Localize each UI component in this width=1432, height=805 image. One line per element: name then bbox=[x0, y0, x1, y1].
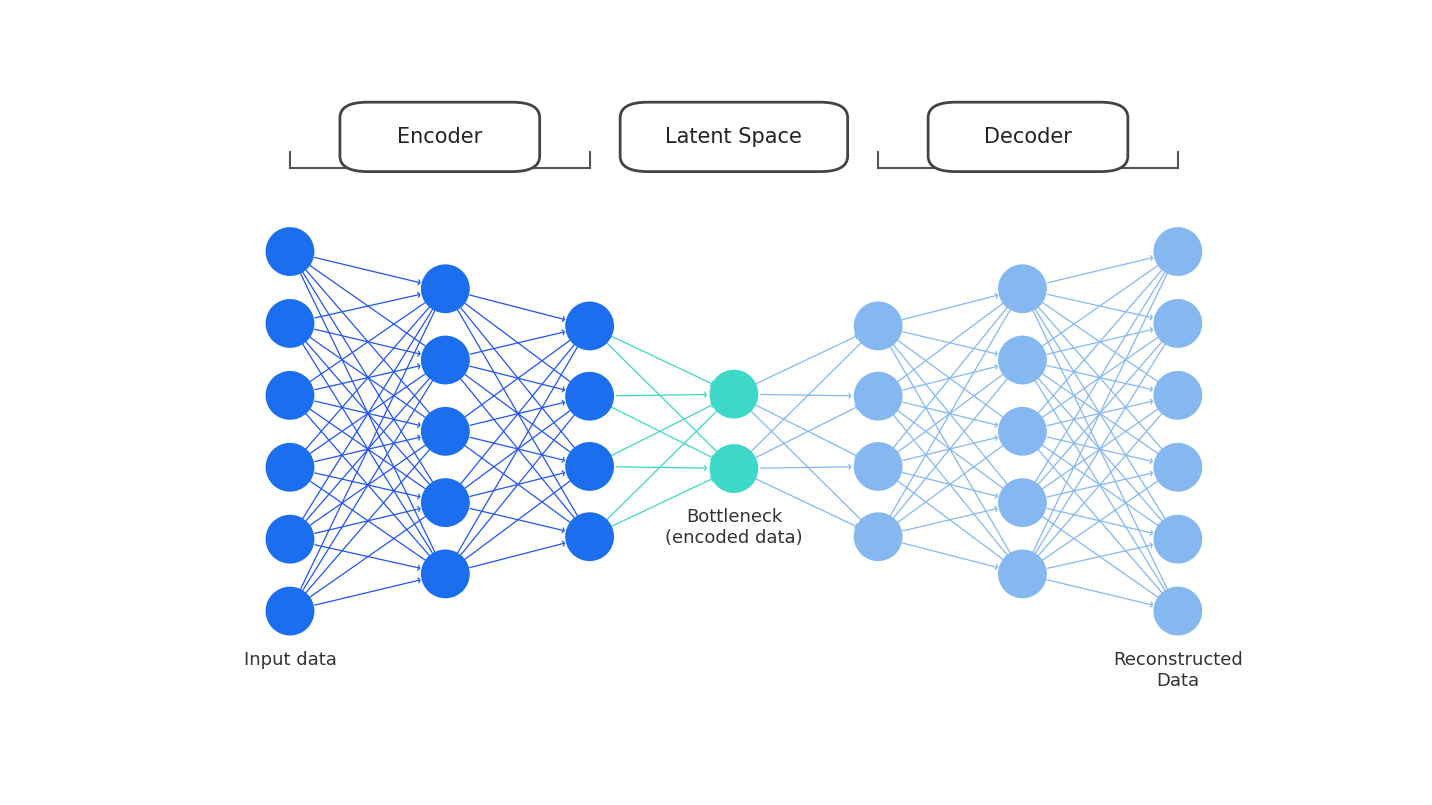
Text: Decoder: Decoder bbox=[984, 127, 1073, 147]
Ellipse shape bbox=[998, 407, 1047, 456]
Ellipse shape bbox=[998, 264, 1047, 313]
Ellipse shape bbox=[566, 442, 614, 491]
Ellipse shape bbox=[265, 371, 315, 419]
Text: Input data: Input data bbox=[243, 651, 337, 669]
Ellipse shape bbox=[853, 512, 902, 561]
Ellipse shape bbox=[421, 336, 470, 385]
Ellipse shape bbox=[566, 372, 614, 420]
Ellipse shape bbox=[709, 369, 759, 419]
FancyBboxPatch shape bbox=[620, 102, 848, 171]
Ellipse shape bbox=[421, 550, 470, 598]
Ellipse shape bbox=[421, 407, 470, 456]
Text: Bottleneck
(encoded data): Bottleneck (encoded data) bbox=[664, 509, 803, 547]
Ellipse shape bbox=[421, 264, 470, 313]
Ellipse shape bbox=[998, 478, 1047, 527]
Ellipse shape bbox=[1153, 514, 1203, 563]
Ellipse shape bbox=[265, 227, 315, 276]
Ellipse shape bbox=[566, 302, 614, 350]
Ellipse shape bbox=[265, 514, 315, 563]
Ellipse shape bbox=[853, 372, 902, 420]
Ellipse shape bbox=[421, 478, 470, 527]
Ellipse shape bbox=[1153, 371, 1203, 419]
Ellipse shape bbox=[265, 299, 315, 348]
Ellipse shape bbox=[1153, 227, 1203, 276]
Ellipse shape bbox=[709, 444, 759, 493]
Text: Reconstructed
Data: Reconstructed Data bbox=[1113, 651, 1243, 690]
Ellipse shape bbox=[1153, 587, 1203, 635]
Ellipse shape bbox=[853, 302, 902, 350]
Ellipse shape bbox=[1153, 299, 1203, 348]
Ellipse shape bbox=[265, 443, 315, 492]
Ellipse shape bbox=[998, 336, 1047, 385]
Ellipse shape bbox=[265, 587, 315, 635]
Ellipse shape bbox=[853, 442, 902, 491]
Ellipse shape bbox=[998, 550, 1047, 598]
Text: Latent Space: Latent Space bbox=[666, 127, 802, 147]
FancyBboxPatch shape bbox=[928, 102, 1128, 171]
FancyBboxPatch shape bbox=[339, 102, 540, 171]
Text: Encoder: Encoder bbox=[397, 127, 483, 147]
Ellipse shape bbox=[1153, 443, 1203, 492]
Ellipse shape bbox=[566, 512, 614, 561]
